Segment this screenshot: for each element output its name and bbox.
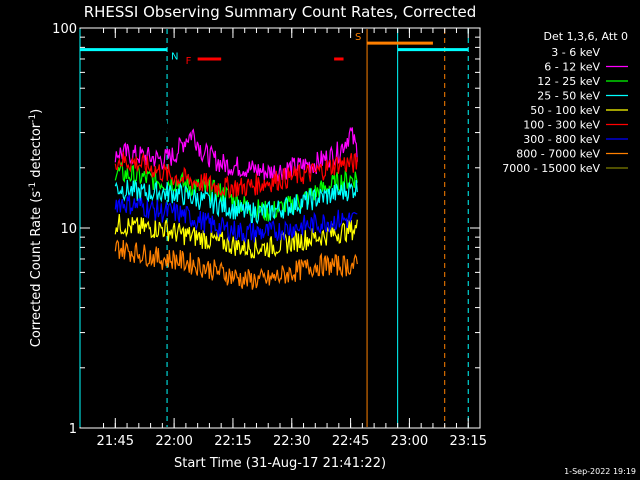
ylabel-sup-1: -1 xyxy=(28,182,38,191)
x-tick-label: 22:30 xyxy=(273,434,310,449)
y-axis-label: Corrected Count Rate (s-1 detector-1) xyxy=(28,109,44,347)
series-line-6 xyxy=(114,194,358,244)
series-line-1 xyxy=(114,126,358,182)
chart-title: RHESSI Observing Summary Count Rates, Co… xyxy=(84,3,477,21)
legend-label: 800 - 7000 keV xyxy=(516,148,600,161)
x-tick-label: 22:00 xyxy=(155,434,192,449)
x-tick-label: 21:45 xyxy=(97,434,134,449)
y-tick-label: 10 xyxy=(60,222,77,237)
legend-label: 3 - 6 keV xyxy=(551,46,600,59)
series-line-4 xyxy=(114,214,358,259)
ylabel-part-3: ) xyxy=(29,109,44,114)
legend-label: 6 - 12 keV xyxy=(544,61,600,74)
flag-label-F: F xyxy=(186,56,192,67)
x-tick-label: 23:15 xyxy=(450,434,487,449)
flag-label-S: S xyxy=(355,32,361,43)
x-tick-label: 23:00 xyxy=(391,434,428,449)
legend-label: 300 - 800 keV xyxy=(523,133,600,146)
legend-label: 100 - 300 keV xyxy=(523,119,600,132)
vertical-lines xyxy=(79,29,469,427)
legend-label: 50 - 100 keV xyxy=(530,104,600,117)
flag-lines: N F S xyxy=(80,32,469,67)
series-layer xyxy=(114,110,358,290)
x-tick-label: 22:45 xyxy=(332,434,369,449)
legend-label: 7000 - 15000 keV xyxy=(502,162,600,175)
series-line-3 xyxy=(114,179,358,225)
series-line-5 xyxy=(114,151,358,198)
series-line-0 xyxy=(114,110,358,144)
ylabel-part-1: Corrected Count Rate (s xyxy=(29,191,44,348)
x-tick-label: 22:15 xyxy=(214,434,251,449)
y-tick-label: 100 xyxy=(52,22,77,37)
y-tick-label: 1 xyxy=(69,422,77,437)
series-line-7 xyxy=(114,239,358,290)
x-ticks: 21:45 22:00 22:15 22:30 22:45 23:00 23:15 xyxy=(97,28,487,449)
y-ticks: 1 10 100 xyxy=(52,22,480,437)
x-axis-label: Start Time (31-Aug-17 21:41:22) xyxy=(174,456,386,471)
footer-date: 1-Sep-2022 19:19 xyxy=(564,467,636,476)
ylabel-sup-2: -1 xyxy=(28,114,38,123)
flag-label-N: N xyxy=(171,52,178,63)
legend-label: 25 - 50 keV xyxy=(537,90,600,103)
ylabel-part-2: detector xyxy=(29,122,44,182)
legend-header: Det 1,3,6, Att 0 xyxy=(544,30,628,43)
legend-label: 12 - 25 keV xyxy=(537,75,600,88)
